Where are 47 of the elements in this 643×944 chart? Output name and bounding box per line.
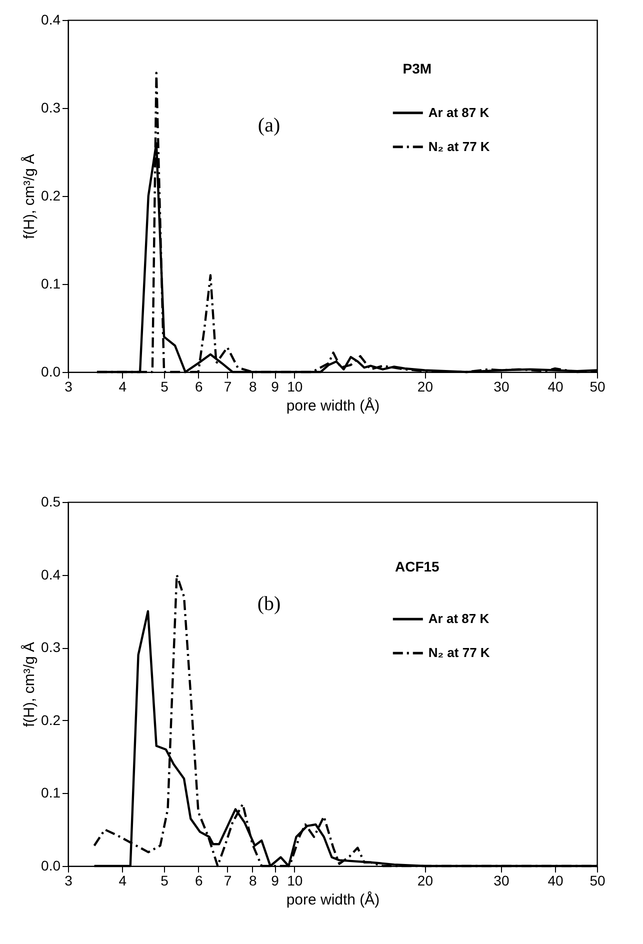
y-tick-label: 0.3 [41,639,61,656]
x-tick-label: 8 [249,872,258,888]
x-tick-label: 5 [160,378,169,394]
y-tick-label: 0.1 [41,276,61,292]
x-tick-label: 10 [287,872,303,888]
y-axis-title: f(H), cm³/g Å [20,154,38,239]
y-tick-label: 0.4 [41,566,61,582]
annotation: (b) [257,592,281,615]
y-tick-label: 0.4 [41,12,61,28]
annotation: (a) [258,114,280,137]
x-tick-label: 20 [417,378,434,394]
x-axis-title: pore width (Å) [286,396,380,414]
x-tick-label: 9 [271,378,280,394]
annotation: P3M [402,60,432,76]
x-tick-label: 20 [417,872,434,888]
legend-label: Ar at 87 K [428,104,490,120]
x-axis-title: pore width (Å) [286,890,380,908]
x-tick-label: 6 [194,378,203,394]
x-tick-label: 30 [494,872,510,888]
y-tick-label: 0.5 [41,494,61,510]
y-tick-label: 0.0 [41,364,61,380]
x-tick-label: 5 [160,872,169,888]
legend-label: N₂ at 77 K [428,138,490,154]
y-tick-label: 0.2 [41,188,61,204]
x-tick-label: 3 [64,872,73,888]
x-tick-label: 10 [287,378,303,394]
x-tick-label: 8 [249,378,258,394]
y-tick-label: 0.0 [41,858,61,874]
x-tick-label: 6 [194,872,203,888]
y-tick-label: 0.1 [41,784,61,801]
x-tick-label: 7 [224,378,232,394]
annotation: ACF15 [394,558,440,575]
x-tick-label: 40 [548,872,564,888]
x-tick-label: 9 [271,872,280,888]
x-tick-label: 4 [118,872,127,888]
x-tick-label: 50 [590,872,606,888]
x-tick-label: 30 [494,378,510,394]
y-tick-label: 0.2 [41,712,61,728]
x-tick-label: 7 [224,872,232,888]
y-tick-label: 0.3 [41,100,61,116]
x-tick-label: 40 [548,378,564,394]
y-axis-title: f(H), cm³/g Å [20,642,38,727]
legend-label: Ar at 87 K [428,611,490,626]
x-tick-label: 4 [118,378,127,394]
x-tick-label: 50 [590,378,606,394]
legend-label: N₂ at 77 K [428,645,490,660]
x-tick-label: 3 [64,378,73,394]
